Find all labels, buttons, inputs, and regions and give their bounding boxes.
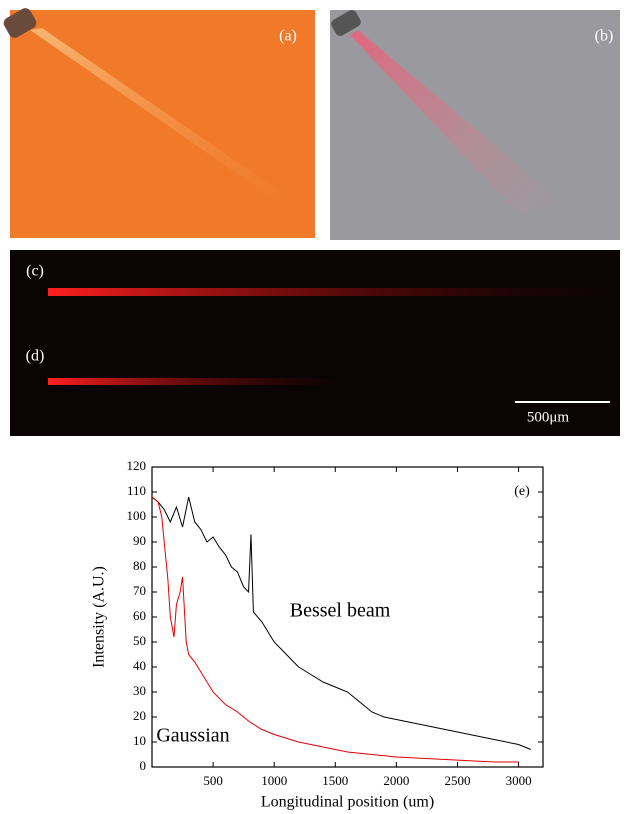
series-line	[151, 496, 519, 763]
x-axis-title: Longitudinal position (um)	[261, 794, 434, 811]
panel-label: (c)	[26, 263, 44, 280]
y-tick-label: 20	[133, 708, 146, 723]
y-tick-label: 60	[133, 608, 146, 623]
y-axis-title: Intensity (A.U.)	[91, 566, 108, 668]
series-line	[151, 496, 531, 750]
y-tick-label: 40	[133, 658, 146, 673]
x-tick-label: 3000	[506, 773, 532, 788]
annotation: Bessel beam	[290, 600, 391, 622]
panel-label: (d)	[26, 348, 45, 365]
panel-a: (a)	[3, 8, 315, 238]
panel-label: (b)	[595, 28, 614, 45]
y-tick-label: 50	[133, 633, 146, 648]
annotation: Gaussian	[156, 725, 229, 747]
y-tick-label: 80	[133, 558, 146, 573]
panel-label: (a)	[279, 28, 297, 45]
x-tick-label: 1500	[322, 773, 348, 788]
x-tick-label: 2500	[444, 773, 470, 788]
x-tick-label: 500	[203, 773, 223, 788]
y-tick-label: 30	[133, 683, 146, 698]
x-tick-label: 1000	[261, 773, 287, 788]
annotation: (e)	[514, 484, 530, 499]
y-tick-label: 110	[127, 483, 146, 498]
panel-b: (b)	[330, 10, 620, 240]
x-tick-label: 2000	[383, 773, 409, 788]
y-tick-label: 0	[140, 758, 147, 773]
scale-bar-label: 500μm	[527, 409, 570, 425]
chart: 0 10 20 30 40 50 60 70 80 90 100 110 120 500 1000 1500 2…	[91, 458, 544, 811]
y-tick-label: 10	[133, 733, 146, 748]
panel-cd: (c) (d) 500μm	[10, 250, 620, 436]
y-tick-label: 100	[127, 508, 147, 523]
y-tick-label: 70	[133, 583, 146, 598]
y-tick-label: 120	[127, 458, 147, 473]
y-tick-label: 90	[133, 533, 146, 548]
